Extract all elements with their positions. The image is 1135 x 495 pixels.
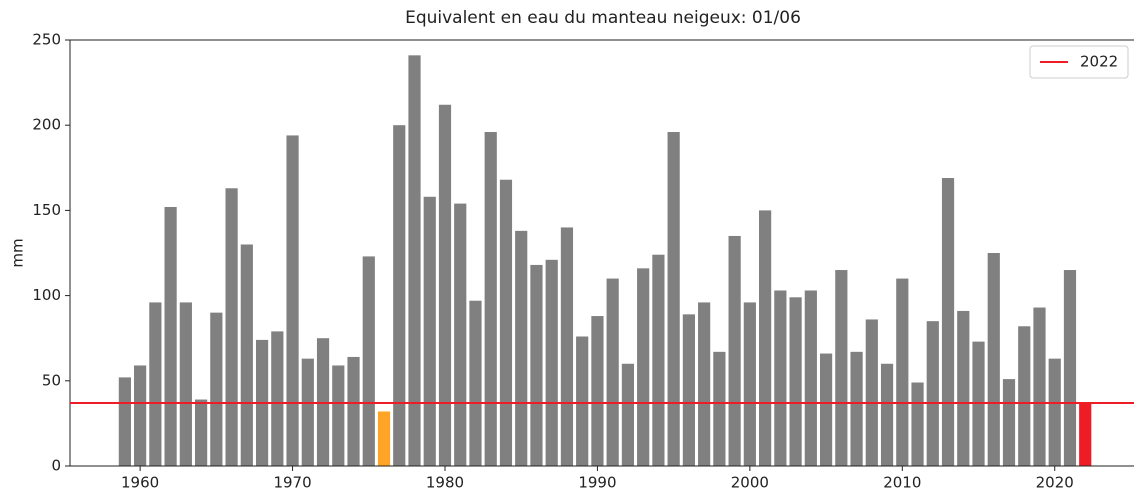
bar — [819, 353, 833, 466]
bar — [454, 203, 467, 467]
bar — [225, 188, 238, 467]
bar — [118, 377, 131, 466]
bar — [469, 300, 482, 466]
bar — [1018, 326, 1031, 466]
bar — [926, 321, 939, 466]
bar — [286, 135, 299, 466]
bar — [621, 363, 635, 466]
bar — [499, 179, 513, 466]
bar — [637, 268, 650, 466]
y-tick-label: 150 — [32, 201, 61, 219]
bar — [1033, 307, 1046, 466]
bar — [240, 244, 253, 466]
bar — [896, 278, 909, 466]
bar — [789, 297, 802, 466]
bar — [408, 55, 421, 466]
y-tick-label: 100 — [32, 286, 61, 304]
bar — [667, 132, 680, 467]
legend-box — [1029, 45, 1129, 79]
bar — [743, 302, 756, 466]
bar — [377, 411, 391, 466]
bar — [1079, 402, 1092, 466]
bar — [393, 125, 406, 466]
bar — [515, 230, 528, 466]
bar — [865, 319, 878, 466]
bar — [271, 331, 284, 466]
bar — [332, 365, 345, 466]
y-tick-label: 0 — [51, 457, 61, 475]
bar — [880, 363, 894, 466]
y-tick-label: 50 — [42, 371, 61, 389]
bar — [164, 206, 177, 466]
bar — [987, 253, 1000, 466]
bar — [728, 235, 741, 466]
bar — [301, 358, 314, 466]
bar — [347, 356, 360, 466]
bar — [652, 254, 665, 466]
x-tick-label: 2000 — [731, 474, 769, 492]
x-tick-label: 1980 — [426, 474, 464, 492]
x-tick-label: 1990 — [578, 474, 616, 492]
bar — [1002, 379, 1016, 466]
bar — [179, 302, 192, 466]
bar — [804, 290, 817, 466]
bar — [850, 351, 863, 466]
bar — [835, 270, 848, 466]
bar — [957, 310, 970, 466]
bar — [1063, 270, 1077, 466]
bar — [530, 264, 543, 466]
bar — [774, 290, 787, 466]
y-axis-label: mm — [9, 238, 27, 267]
bar — [210, 312, 223, 466]
bar — [194, 399, 208, 466]
x-tick-label: 1960 — [121, 474, 159, 492]
y-tick-label: 250 — [32, 31, 61, 49]
bar — [1048, 358, 1061, 466]
bar — [484, 132, 497, 467]
bar — [560, 227, 574, 466]
x-tick-label: 1970 — [273, 474, 311, 492]
bar — [591, 316, 604, 466]
bar — [576, 336, 589, 466]
bar — [759, 210, 772, 466]
bar — [423, 196, 436, 466]
bar — [698, 302, 711, 466]
x-tick-label: 2020 — [1036, 474, 1074, 492]
legend-label: 2022 — [1080, 53, 1118, 71]
bar — [134, 365, 147, 466]
x-tick-label: 2010 — [883, 474, 921, 492]
bar — [545, 259, 558, 466]
bar — [911, 382, 924, 466]
bar — [682, 314, 695, 466]
y-tick-label: 200 — [32, 116, 61, 134]
bar — [149, 302, 162, 466]
bar — [941, 178, 955, 467]
bar — [362, 256, 375, 466]
chart-title: Equivalent en eau du manteau neigeux: 01… — [405, 8, 801, 28]
bar — [438, 104, 452, 466]
bar — [713, 351, 726, 466]
bar — [606, 278, 619, 466]
